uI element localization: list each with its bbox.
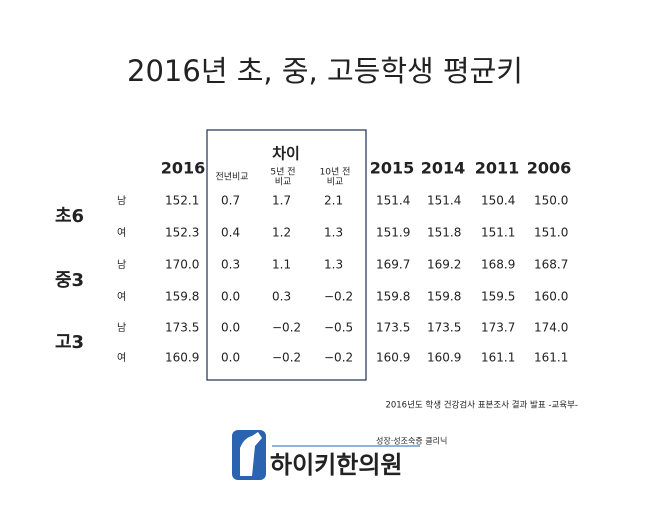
cell: 173.7: [481, 321, 515, 335]
gender-label: 남: [117, 195, 126, 207]
logo-tagline: 성장·성조숙증 클리닉: [376, 436, 447, 446]
gender-label: 여: [117, 227, 126, 239]
cell: 151.9: [376, 226, 410, 240]
cell: 0.0: [221, 290, 240, 304]
cell: 151.8: [427, 226, 461, 240]
cell: 0.3: [221, 258, 240, 272]
cell: 160.9: [376, 351, 410, 365]
cell: 173.5: [376, 321, 410, 335]
cell: −0.2: [272, 321, 301, 335]
cell: 168.7: [534, 258, 568, 272]
cell: −0.5: [324, 321, 353, 335]
diff-column-header: 비교: [275, 177, 292, 188]
source: 2016년도 학생 건강검사 표본조사 결과 발표 -교육부-: [385, 400, 578, 411]
logo-name: 하이키한의원: [270, 451, 402, 479]
cell: 160.0: [534, 290, 568, 304]
cell: −0.2: [324, 351, 353, 365]
cell: 1.3: [324, 258, 343, 272]
cell: 151.4: [376, 194, 410, 208]
year-header: 2014: [421, 159, 466, 178]
cell: 150.4: [481, 194, 515, 208]
gender-label: 여: [117, 291, 126, 303]
year-header: 2006: [527, 159, 572, 178]
diff-box: [206, 129, 367, 381]
diff-column-header: 5년 전: [270, 167, 295, 178]
year-header: 2016: [161, 159, 206, 178]
cell: 169.2: [427, 258, 461, 272]
cell: 174.0: [534, 321, 568, 335]
cell: 0.7: [221, 194, 240, 208]
cell: 170.0: [165, 258, 199, 272]
cell: 160.9: [165, 351, 199, 365]
cell: 159.5: [481, 290, 515, 304]
year-header: 2015: [370, 159, 415, 178]
cell: 1.7: [272, 194, 291, 208]
cell: 1.3: [324, 226, 343, 240]
cell: 168.9: [481, 258, 515, 272]
diff-header: 차이: [272, 145, 300, 163]
year-header: 2011: [475, 159, 520, 178]
group-label: 중3: [55, 270, 84, 291]
cell: 2.1: [324, 194, 343, 208]
group-label: 고3: [55, 332, 84, 353]
diff-column-header: 비교: [327, 177, 344, 188]
logo: 성장·성조숙증 클리닉 하이키한의원: [232, 430, 447, 480]
cell: 159.8: [376, 290, 410, 304]
cell: −0.2: [272, 351, 301, 365]
cell: 159.8: [165, 290, 199, 304]
cell: 161.1: [481, 351, 515, 365]
cell: 161.1: [534, 351, 568, 365]
cell: 169.7: [376, 258, 410, 272]
diff-column-header: 10년 전: [320, 167, 351, 178]
group-label: 초6: [55, 206, 84, 227]
cell: −0.2: [324, 290, 353, 304]
cell: 151.4: [427, 194, 461, 208]
title: 2016년 초, 중, 고등학생 평균키: [127, 54, 523, 88]
logo-giraffe: [240, 432, 262, 476]
cell: 0.3: [272, 290, 291, 304]
cell: 173.5: [427, 321, 461, 335]
cell: 150.0: [534, 194, 568, 208]
gender-label: 남: [117, 322, 126, 334]
cell: 1.2: [272, 226, 291, 240]
cell: 152.3: [165, 226, 199, 240]
cell: 0.4: [221, 226, 240, 240]
gender-label: 여: [117, 352, 126, 364]
cell: 173.5: [165, 321, 199, 335]
cell: 1.1: [272, 258, 291, 272]
cell: 0.0: [221, 321, 240, 335]
cell: 160.9: [427, 351, 461, 365]
gender-label: 남: [117, 259, 126, 271]
cell: 151.1: [481, 226, 515, 240]
cell: 151.0: [534, 226, 568, 240]
cell: 152.1: [165, 194, 199, 208]
diff-column-header: 전년비교: [215, 172, 248, 183]
cell: 159.8: [427, 290, 461, 304]
cell: 0.0: [221, 351, 240, 365]
